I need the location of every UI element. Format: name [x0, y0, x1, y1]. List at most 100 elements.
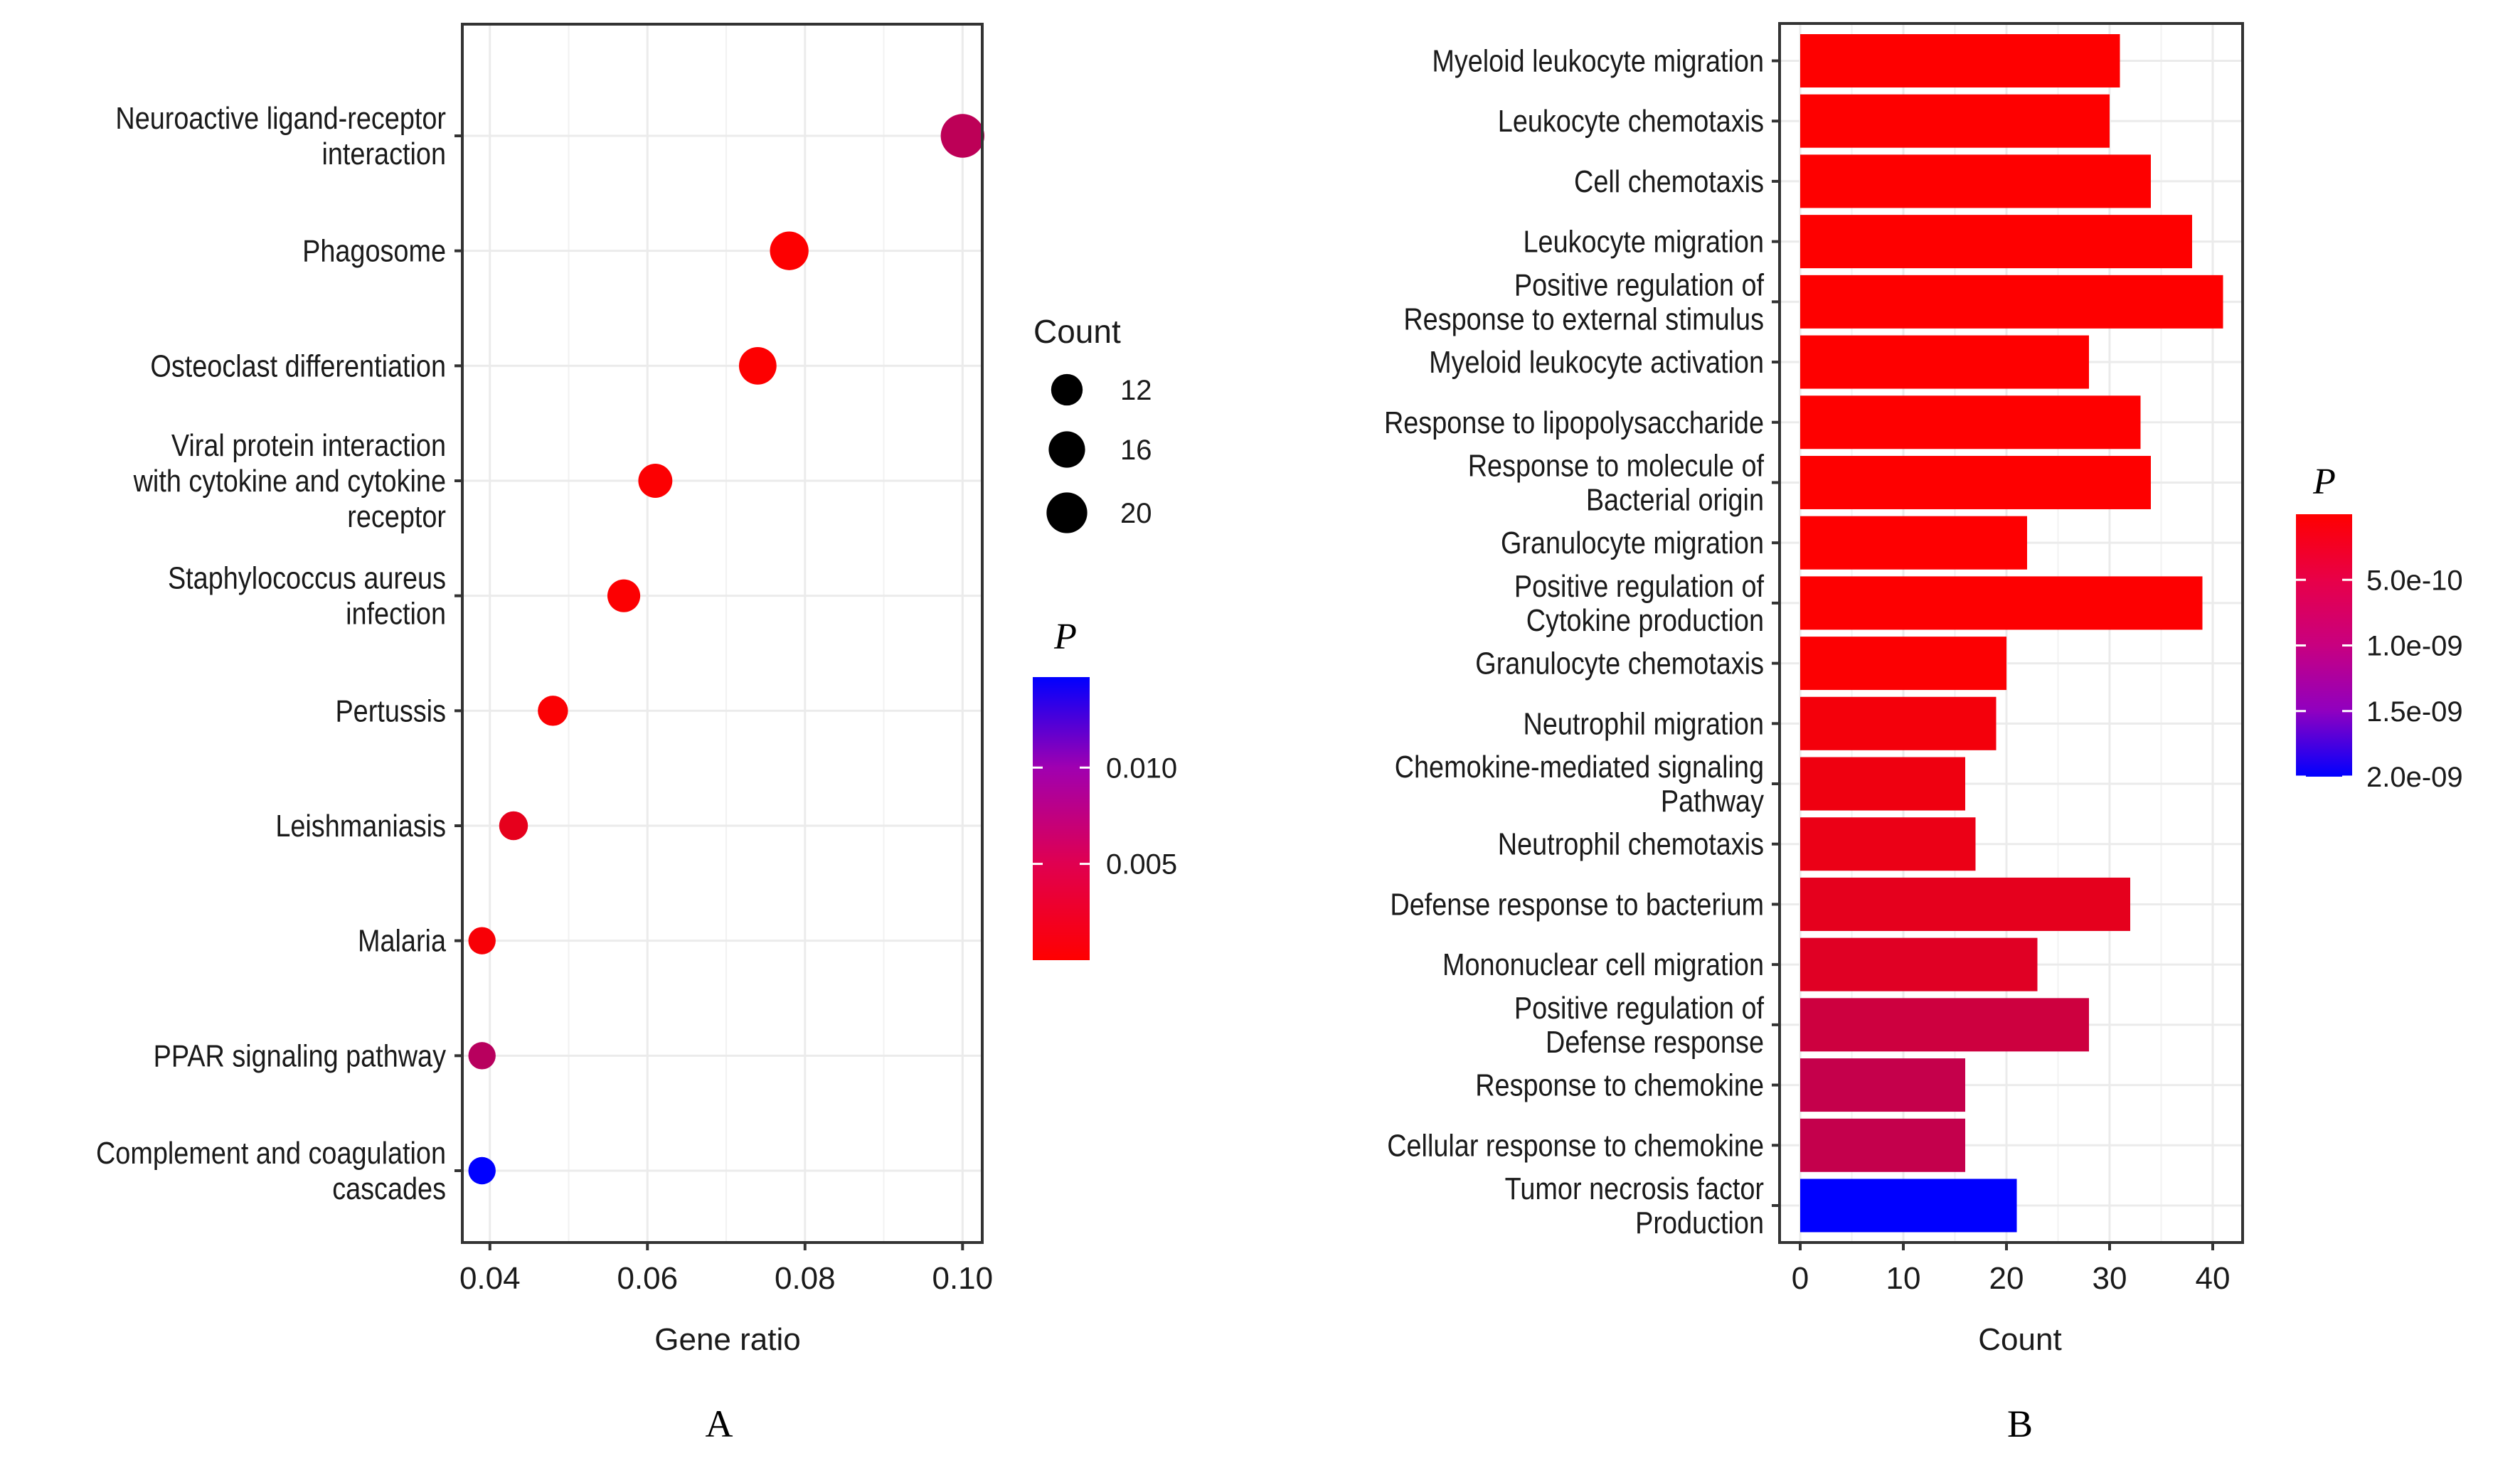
color-legend-title: P: [1053, 617, 1077, 657]
y-tick-label-line: Myeloid leukocyte migration: [1432, 43, 1764, 78]
y-tick-label: Positive regulation of Cytokine productio…: [1514, 568, 1765, 637]
y-tick-label-line: Bacterial origin: [1586, 482, 1764, 517]
y-tick-label-line: Leishmaniasis: [275, 808, 446, 843]
size-legend-key: [1051, 373, 1083, 406]
y-tick-label: Neuroactive ligand-receptor interaction: [115, 100, 446, 171]
y-tick-label: Viral protein interaction with cytokine a…: [133, 427, 446, 533]
dot: [770, 231, 809, 270]
panel-a-y-axis: Neuroactive ligand-receptor interaction Ph…: [96, 100, 462, 1206]
y-tick-label: Mononuclear cell migration: [1442, 947, 1764, 981]
y-tick-label: Malaria: [358, 923, 446, 958]
y-tick-label: Response to molecule of Bacterial origin: [1468, 448, 1765, 517]
y-tick-label: Phagosome: [302, 233, 446, 268]
bar: [1800, 516, 2027, 570]
bar: [1800, 637, 2006, 691]
y-tick-label-line: Neutrophil migration: [1524, 706, 1764, 741]
y-tick-label-line: infection: [346, 596, 446, 631]
y-tick-label: Leukocyte migration: [1524, 224, 1764, 259]
dot: [468, 927, 496, 954]
size-legend-key: [1046, 492, 1088, 533]
y-tick-label-line: Granulocyte chemotaxis: [1475, 646, 1764, 681]
bar: [1800, 94, 2110, 148]
y-tick-label-line: Positive regulation of: [1514, 990, 1765, 1025]
x-tick-label: 30: [2093, 1261, 2127, 1296]
panel-b-bars: [1800, 34, 2223, 1233]
bar: [1800, 275, 2223, 329]
y-tick-label: Chemokine-mediated signaling Pathway: [1395, 749, 1765, 818]
colorbar-label: 5.0e-10: [2366, 565, 2463, 596]
y-tick-label: Cellular response to chemokine: [1387, 1128, 1764, 1163]
bar: [1800, 455, 2151, 509]
dot: [638, 464, 673, 498]
panel-b-x-axis-title: Count: [1978, 1322, 2061, 1357]
y-tick-label-line: Myeloid leukocyte activation: [1429, 344, 1764, 379]
y-tick-label-line: Positive regulation of: [1514, 568, 1765, 603]
y-tick-label: Positive regulation of Defense response: [1514, 990, 1765, 1059]
y-tick-label: Neutrophil chemotaxis: [1498, 826, 1764, 861]
y-tick-label-line: interaction: [321, 136, 446, 171]
dot: [499, 811, 528, 841]
y-tick-label-line: Response to chemokine: [1475, 1068, 1764, 1102]
bar: [1800, 757, 1965, 811]
dot: [940, 114, 985, 158]
x-tick-label: 0.08: [775, 1261, 836, 1296]
panel-a-label: A: [706, 1403, 733, 1445]
bar: [1800, 395, 2141, 449]
x-tick-label: 40: [2196, 1261, 2231, 1296]
dot: [538, 696, 568, 726]
x-tick-label: 0.10: [932, 1261, 993, 1296]
bar: [1800, 937, 2038, 991]
colorbar-label: 0.005: [1106, 849, 1177, 881]
dot: [607, 579, 641, 612]
x-tick-label: 10: [1886, 1261, 1921, 1296]
colorbar-label: 1.0e-09: [2366, 631, 2463, 662]
colorbar-label: 2.0e-09: [2366, 762, 2463, 793]
y-tick-label-line: Cellular response to chemokine: [1387, 1128, 1764, 1163]
bar: [1800, 1058, 1965, 1112]
y-tick-label-line: Osteoclast differentiation: [150, 349, 446, 383]
size-legend-label: 12: [1120, 375, 1152, 406]
y-tick-label: Tumor necrosis factor Production: [1505, 1171, 1764, 1240]
y-tick-label: Osteoclast differentiation: [150, 349, 446, 383]
bar: [1800, 877, 2130, 931]
panel-b-label: B: [2007, 1403, 2033, 1445]
y-tick-label-line: Cell chemotaxis: [1574, 164, 1764, 198]
panel-b-frame: [1778, 22, 2244, 1244]
bar: [1800, 1179, 2017, 1233]
y-tick-label-line: Response to molecule of: [1468, 448, 1765, 483]
x-tick-label: 0.04: [459, 1261, 521, 1296]
bar: [1800, 998, 2089, 1052]
y-tick-label: Defense response to bacterium: [1390, 887, 1764, 922]
y-tick-label-line: Complement and coagulation: [96, 1135, 446, 1170]
y-tick-label-line: Chemokine-mediated signaling: [1395, 749, 1764, 784]
y-tick-label-line: receptor: [347, 499, 446, 533]
y-tick-label-line: Pathway: [1661, 783, 1765, 818]
x-tick-label: 0.06: [617, 1261, 678, 1296]
bar: [1800, 1118, 1965, 1172]
y-tick-label-line: Malaria: [358, 923, 446, 958]
y-tick-label-line: Production: [1635, 1205, 1764, 1240]
colorbar-label: 0.010: [1106, 752, 1177, 784]
y-tick-label-line: Tumor necrosis factor: [1505, 1171, 1764, 1206]
bar: [1800, 576, 2203, 630]
y-tick-label-line: Cytokine production: [1526, 602, 1764, 637]
bar: [1800, 696, 1997, 750]
y-tick-label-line: Leukocyte migration: [1524, 224, 1764, 259]
panel-a-frame: [461, 23, 984, 1244]
y-tick-label-line: Mononuclear cell migration: [1442, 947, 1764, 981]
y-tick-label-line: Defense response to bacterium: [1390, 887, 1764, 922]
panel-a-gridlines: [462, 24, 982, 1243]
panel-b-x-axis: 0 10 20 30 40: [1792, 1243, 2231, 1296]
y-tick-label: Complement and coagulation cascades: [96, 1135, 446, 1206]
panel-b-y-axis: Myeloid leukocyte migration Leukocyte che…: [1384, 43, 1780, 1240]
size-legend-label: 16: [1120, 435, 1152, 466]
color-legend-title: P: [2312, 462, 2336, 502]
bar: [1800, 34, 2120, 87]
bar: [1800, 154, 2151, 208]
size-legend-key: [1048, 431, 1085, 468]
y-tick-label-line: Response to lipopolysaccharide: [1384, 405, 1764, 440]
bar: [1800, 817, 1976, 871]
y-tick-label-line: Defense response: [1546, 1024, 1764, 1059]
y-tick-label: PPAR signaling pathway: [154, 1038, 447, 1073]
panel-b-barplot: Myeloid leukocyte migration Leukocyte che…: [1384, 22, 2463, 1445]
